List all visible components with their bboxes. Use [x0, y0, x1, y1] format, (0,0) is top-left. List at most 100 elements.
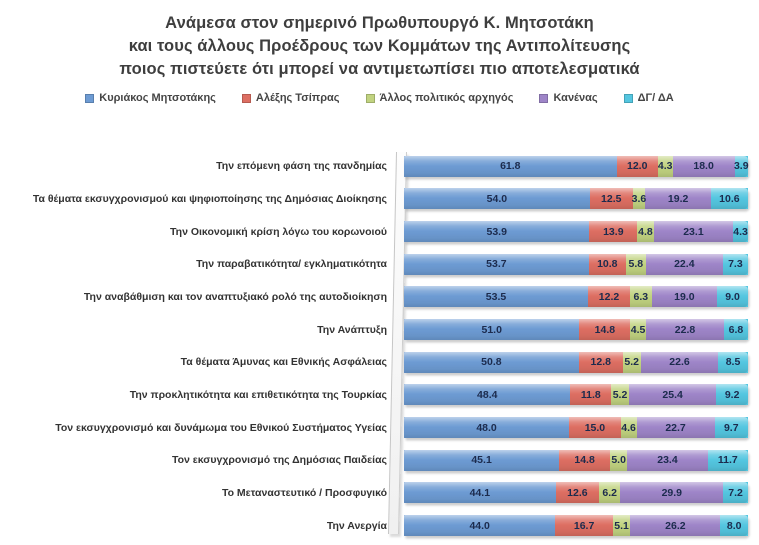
bar-segment: 10.8	[588, 253, 626, 275]
legend-swatch	[241, 93, 251, 103]
category-label: Την αναβάθμιση και τον αναπτυξιακό ρολό …	[83, 290, 387, 303]
segment-value: 12.8	[590, 356, 611, 369]
chart-title-line-3: ποιος πιστεύετε ότι μπορεί να αντιμετωπί…	[119, 60, 640, 78]
bar-segment: 5.0	[610, 449, 628, 471]
segment-value: 11.7	[717, 454, 738, 467]
bar-segment: 11.7	[707, 449, 748, 471]
bar-segment: 48.0	[404, 417, 570, 439]
segment-value: 51.0	[481, 323, 502, 336]
category-label: Τον εκσυγχρονισμό και δυνάμωμα του Εθνικ…	[55, 421, 387, 434]
bar-segment: 12.6	[555, 482, 600, 504]
bar-segment: 3.9	[734, 155, 749, 177]
segment-value: 5.1	[614, 519, 629, 532]
bar-segment: 23.1	[653, 221, 734, 243]
segment-value: 14.8	[574, 454, 595, 467]
segment-value: 4.8	[638, 225, 653, 238]
chart-title-line-2: και τους άλλους Προέδρους των Κομμάτων τ…	[128, 37, 631, 55]
segment-value: 18.0	[693, 160, 714, 173]
category-label: Την Ανάπτυξη	[317, 323, 387, 336]
segment-value: 44.1	[469, 486, 491, 499]
bar-segment: 44.0	[404, 515, 556, 537]
segment-value: 29.9	[661, 486, 682, 499]
bar-segment: 22.7	[636, 417, 715, 439]
segment-value: 44.0	[469, 519, 490, 532]
bar-row: Την Ανάπτυξη 51.0 14.8 4.5 22.8 6.8	[0, 314, 759, 346]
bar-segment: 15.0	[569, 417, 621, 439]
stacked-bar: 53.7 10.8 5.8 22.4 7.3	[404, 253, 748, 275]
chart-area: Την επόμενη φάση της πανδημίας 61.8 12.0 4.…	[0, 150, 759, 542]
bar-segment: 10.6	[711, 188, 748, 210]
legend-label: ΔΓ/ ΔΑ	[637, 92, 674, 104]
segment-value: 14.8	[594, 323, 616, 336]
legend-item: ΔΓ/ ΔΑ	[623, 92, 674, 104]
segment-value: 5.0	[611, 454, 626, 467]
segment-value: 19.2	[667, 192, 689, 205]
bar-segment: 5.2	[622, 351, 641, 373]
segment-value: 22.8	[674, 323, 696, 336]
bar-row: Την προκλητικότητα και επιθετικότητα της…	[0, 379, 759, 411]
bar-segment: 4.5	[630, 319, 646, 341]
bar-segment: 7.3	[722, 253, 748, 275]
segment-value: 61.8	[500, 160, 521, 173]
segment-value: 4.3	[657, 160, 673, 173]
segment-value: 12.5	[601, 192, 622, 205]
bar-segment: 53.7	[404, 253, 589, 275]
bar-segment: 23.4	[627, 449, 708, 471]
segment-value: 5.2	[624, 356, 640, 369]
bar-row: Την παραβατικότητα/ εγκληματικότητα 53.7 1…	[0, 248, 759, 280]
bar-segment: 9.0	[717, 286, 748, 308]
segment-value: 5.8	[628, 258, 644, 271]
bar-segment: 8.5	[718, 351, 748, 373]
bar-segment: 3.6	[631, 188, 647, 210]
bar-row: Την Οικονομική κρίση λόγω του κορωνοιού 5…	[0, 216, 759, 248]
bar-segment: 4.3	[657, 155, 673, 177]
category-label: Την Οικονομική κρίση λόγω του κορωνοιού	[170, 225, 387, 238]
legend-item: Αλέξης Τσίπρας	[241, 92, 340, 104]
chart-title-line-1: Ανάμεσα στον σημερινό Πρωθυπουργό Κ. Μητ…	[165, 14, 594, 32]
segment-value: 9.7	[723, 421, 739, 434]
segment-value: 15.0	[584, 421, 606, 434]
stacked-bar: 44.0 16.7 5.1 26.2 8.0	[404, 515, 748, 537]
bar-segment: 12.5	[589, 188, 633, 210]
segment-value: 4.3	[733, 225, 748, 238]
segment-value: 5.2	[612, 388, 628, 401]
segment-value: 6.3	[633, 290, 649, 303]
segment-value: 45.1	[471, 454, 492, 467]
bar-row: Το Μεταναστευτικό / Προσφυγικό 44.1 12.6 6.…	[0, 477, 759, 509]
bar-segment: 53.5	[404, 286, 589, 308]
segment-value: 11.8	[580, 388, 601, 401]
segment-value: 19.0	[674, 290, 695, 303]
bar-segment: 6.3	[629, 286, 652, 308]
bar-segment: 6.2	[599, 482, 621, 504]
segment-value: 48.0	[476, 421, 497, 434]
bar-segment: 4.8	[637, 221, 654, 243]
segment-value: 16.7	[573, 519, 595, 532]
bar-segment: 22.6	[640, 351, 719, 373]
bar-segment: 12.0	[616, 155, 658, 177]
segment-value: 53.5	[485, 290, 507, 303]
bar-row: Τα θέματα εκσυγχρονισμού και ψηφιοποίηση…	[0, 183, 759, 215]
segment-value: 6.8	[728, 323, 744, 336]
bar-segment: 19.0	[651, 286, 718, 308]
segment-value: 9.0	[725, 290, 740, 303]
bar-segment: 12.8	[578, 351, 623, 373]
legend-item: Κανένας	[539, 92, 598, 104]
segment-value: 10.6	[719, 192, 740, 205]
segment-value: 12.2	[598, 290, 620, 303]
bar-segment: 14.8	[579, 319, 631, 341]
bar-segment: 13.9	[589, 221, 638, 243]
stacked-bar: 53.5 12.2 6.3 19.0 9.0	[404, 286, 748, 308]
segment-value: 25.4	[662, 388, 683, 401]
bar-row: Την Ανεργία 44.0 16.7 5.1 26.2 8.0	[0, 510, 759, 542]
legend-item: Κυριάκος Μητσοτάκης	[85, 92, 216, 104]
bar-segment: 8.0	[720, 515, 748, 537]
category-label: Την επόμενη φάση της πανδημίας	[216, 160, 387, 173]
bar-segment: 12.2	[588, 286, 630, 308]
bar-segment: 11.8	[570, 384, 612, 406]
category-label: Τον εκσυγχρονισμό της Δημόσιας Παιδείας	[171, 454, 387, 467]
segment-value: 22.4	[674, 258, 695, 271]
legend-label: Άλλος πολιτικός αρχηγός	[379, 92, 514, 104]
bar-segment: 5.2	[611, 384, 629, 406]
bar-segment: 53.9	[404, 221, 590, 243]
segment-value: 3.6	[631, 192, 647, 205]
